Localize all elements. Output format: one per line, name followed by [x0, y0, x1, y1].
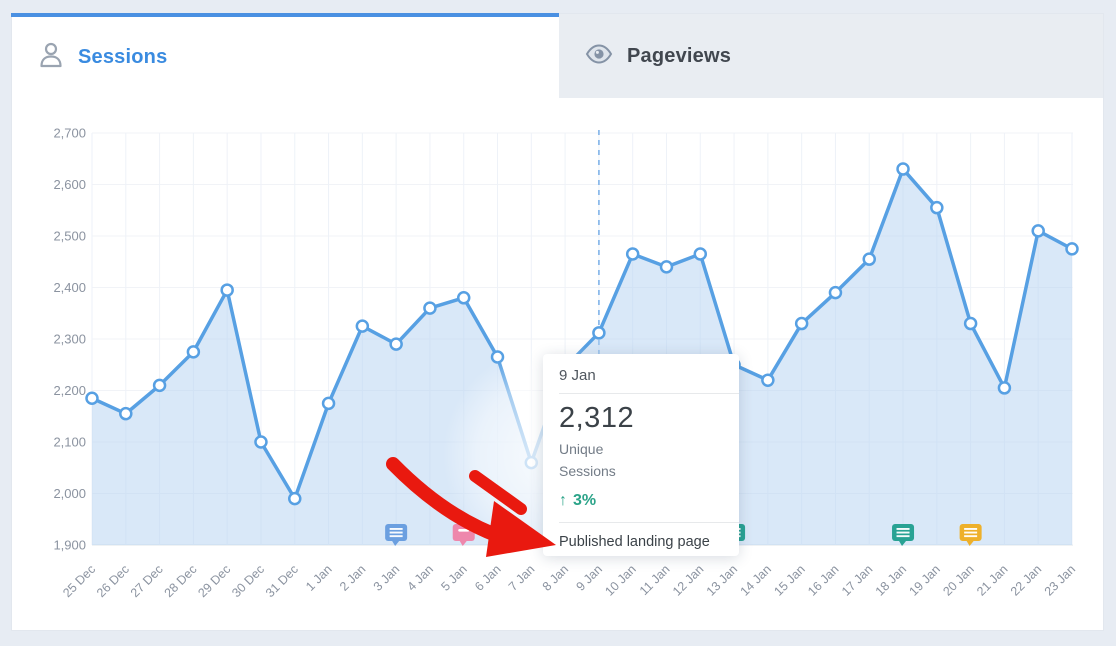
y-axis-label: 2,500: [53, 229, 86, 244]
x-axis-label: 10 Jan: [602, 562, 638, 598]
data-point[interactable]: [456, 291, 471, 305]
tooltip-date: 9 Jan: [559, 367, 596, 384]
tooltip-note: Published landing page: [559, 534, 710, 551]
data-point[interactable]: [693, 247, 708, 261]
x-axis-label: 16 Jan: [805, 562, 841, 598]
x-axis-label: 12 Jan: [670, 562, 706, 598]
x-axis-label: 8 Jan: [540, 562, 572, 594]
data-point[interactable]: [152, 378, 167, 393]
x-axis-label: 13 Jan: [704, 562, 740, 598]
x-axis-label: 18 Jan: [873, 562, 909, 598]
tab-pageviews-label: Pageviews: [627, 44, 732, 67]
x-axis-label: 31 Dec: [263, 562, 301, 600]
x-axis-label: 30 Dec: [229, 562, 267, 600]
data-point[interactable]: [862, 252, 876, 266]
tooltip-change: ↑ 3%: [559, 492, 597, 510]
y-axis-label: 2,200: [53, 383, 86, 398]
data-point[interactable]: [321, 396, 336, 411]
data-point[interactable]: [423, 301, 437, 315]
x-axis-label: 14 Jan: [738, 562, 774, 598]
data-point[interactable]: [186, 345, 201, 359]
x-axis-label: 17 Jan: [839, 562, 875, 598]
data-point[interactable]: [963, 316, 978, 331]
x-axis-label: 4 Jan: [405, 562, 437, 594]
x-axis-label: 11 Jan: [637, 562, 673, 598]
tooltip-divider: [559, 522, 739, 524]
data-point[interactable]: [930, 200, 944, 215]
data-point[interactable]: [119, 406, 133, 421]
data-point[interactable]: [1065, 242, 1079, 256]
y-axis-label: 2,400: [53, 280, 86, 295]
tooltip-value: 2,312: [559, 402, 635, 434]
data-point[interactable]: [288, 491, 302, 506]
y-axis-label: 2,700: [53, 126, 86, 141]
x-axis-label: 21 Jan: [974, 562, 1010, 598]
x-axis-label: 15 Jan: [771, 562, 807, 598]
data-point[interactable]: [828, 285, 843, 300]
data-point[interactable]: [625, 247, 640, 261]
x-axis-label: 1 Jan: [303, 562, 335, 594]
chart-tooltip: 9 Jan 2,312 Unique Sessions ↑ 3% Publishe…: [543, 354, 739, 556]
x-axis-label: 27 Dec: [128, 562, 166, 600]
x-axis-label: 25 Dec: [60, 562, 98, 600]
x-axis-label: 9 Jan: [573, 562, 605, 594]
note-icon[interactable]: [892, 524, 915, 546]
x-axis-label: 29 Dec: [195, 562, 233, 600]
up-arrow-icon: ↑: [559, 492, 567, 510]
data-point[interactable]: [592, 326, 606, 340]
data-point[interactable]: [761, 373, 775, 387]
y-axis-label: 2,300: [53, 332, 86, 347]
x-axis-label: 7 Jan: [506, 562, 538, 594]
data-point[interactable]: [997, 381, 1012, 395]
x-axis-label: 19 Jan: [907, 562, 943, 598]
data-point[interactable]: [1031, 224, 1045, 238]
tooltip-metric: Unique Sessions: [559, 441, 616, 479]
y-axis-label: 1,900: [53, 538, 86, 553]
x-axis-label: 20 Jan: [940, 562, 976, 598]
person-icon: [38, 41, 64, 74]
x-axis-label: 22 Jan: [1008, 562, 1044, 598]
data-point[interactable]: [389, 337, 403, 351]
y-axis-label: 2,600: [53, 177, 86, 192]
x-axis-label: 6 Jan: [472, 562, 504, 594]
tab-sessions[interactable]: Sessions: [12, 17, 558, 98]
tab-pageviews[interactable]: Pageviews: [559, 14, 1103, 98]
data-point[interactable]: [896, 162, 910, 176]
y-axis-label: 2,000: [53, 486, 86, 501]
data-point[interactable]: [794, 316, 809, 331]
x-axis-label: 5 Jan: [438, 562, 470, 594]
tooltip-divider: [559, 393, 739, 394]
data-point[interactable]: [85, 391, 99, 405]
x-axis-label: 23 Jan: [1042, 562, 1078, 598]
y-axis-label: 2,100: [53, 435, 86, 450]
note-icon[interactable]: [959, 524, 982, 546]
data-point[interactable]: [355, 319, 370, 333]
eye-icon: [585, 43, 613, 69]
x-axis-label: 3 Jan: [371, 562, 403, 594]
data-point[interactable]: [220, 283, 234, 297]
x-axis-label: 2 Jan: [337, 562, 369, 594]
data-point[interactable]: [254, 435, 268, 449]
x-axis-label: 28 Dec: [162, 562, 200, 600]
active-tab-accent-bar: [11, 13, 559, 17]
data-point[interactable]: [659, 260, 674, 274]
x-axis-label: 26 Dec: [94, 562, 132, 600]
tab-sessions-label: Sessions: [78, 46, 168, 68]
